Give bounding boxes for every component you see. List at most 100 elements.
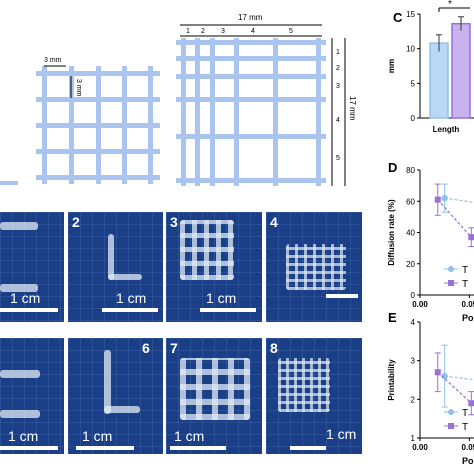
scale-label: 1 cm (10, 290, 41, 306)
c-xlabel: Length (433, 125, 460, 134)
d-legend-label: T (462, 279, 468, 290)
e-data-point (434, 369, 441, 376)
grid-strand-horizontal (176, 74, 326, 79)
e-legend-label: T (462, 422, 468, 433)
seg-v-2: 2 (336, 65, 340, 72)
print-strand (0, 222, 38, 230)
seg-h-1: 1 (186, 28, 190, 35)
d-series-line (444, 197, 474, 203)
grid-strand-vertical (210, 38, 215, 186)
e-legend-label: T (462, 408, 468, 419)
grid-strand-vertical (273, 38, 278, 186)
d-data-point (468, 234, 474, 241)
printed-grid (180, 220, 234, 280)
photo-8: 8 1 cm (266, 338, 362, 454)
e-legend-marker (448, 409, 454, 415)
grid-strand-horizontal (176, 97, 326, 102)
c-bar (451, 22, 471, 119)
e-x-tick-label: 0.00 (412, 443, 428, 452)
scale-bar (170, 446, 226, 450)
c-y-tick-label: 0 (411, 114, 416, 123)
d-x-tick-label: 0.00 (412, 300, 428, 309)
e-series-line (444, 375, 474, 381)
d-y-tick-label: 60 (406, 197, 415, 206)
large-grid-schematic (176, 38, 326, 186)
scale-bar (290, 446, 326, 450)
seg-v-5: 5 (336, 155, 340, 162)
d-data-point (434, 196, 441, 203)
photo-number: 2 (72, 214, 80, 230)
seg-h-3: 3 (221, 28, 225, 35)
scale-bar (102, 308, 158, 312)
grid-strand-horizontal (36, 71, 160, 76)
printed-grid (278, 358, 330, 412)
e-ylabel: Printability (387, 359, 396, 401)
photo-number: 3 (170, 214, 178, 230)
charts-column: 0 5 10 15 mm * Length 0 20 40 60 80 0.00 0.05 Diffusio… (387, 0, 474, 466)
photo-6: 6 1 cm (68, 338, 163, 454)
photo-number: 4 (270, 214, 278, 230)
small-dim-v-label: 3 mm (75, 79, 82, 97)
photo-number: 6 (142, 340, 150, 356)
big-dim-h-label: 17 mm (238, 13, 263, 22)
e-y-tick-label: 3 (411, 357, 416, 366)
scale-bar (0, 446, 58, 450)
grid-strand-horizontal (36, 149, 160, 154)
photo-1: 1 cm (0, 212, 64, 322)
scale-label: 1 cm (82, 428, 113, 444)
seg-v-3: 3 (336, 83, 340, 90)
e-y-tick-label: 4 (411, 318, 416, 327)
scale-label: 1 cm (8, 428, 39, 444)
grid-strand-horizontal (36, 97, 160, 102)
panel-letter-e: E (388, 310, 397, 325)
grid-strand-vertical (181, 38, 186, 186)
d-xlabel: Po (462, 313, 474, 323)
scale-label: 1 cm (174, 428, 205, 444)
grid-strand-horizontal (176, 134, 326, 139)
grid-strand-horizontal (36, 175, 160, 180)
print-strand (104, 406, 140, 413)
photo-5: 1 cm (0, 338, 64, 454)
print-strand (0, 284, 38, 292)
scale-label: 1 cm (326, 426, 357, 442)
photo-2: 2 1 cm (68, 212, 163, 322)
seg-h-5: 5 (289, 28, 293, 35)
print-strand (108, 234, 114, 280)
schematic-drawings: 3 mm 3 mm 17 mm 1 2 3 4 5 1 2 3 4 5 17 m… (0, 13, 357, 186)
e-y-tick-label: 1 (411, 434, 416, 443)
e-x-tick-label: 0.05 (462, 443, 474, 452)
photo-number: 8 (270, 340, 278, 356)
seg-v-1: 1 (336, 49, 340, 56)
c-ylabel: mm (387, 59, 396, 73)
scale-label: 1 cm (206, 290, 237, 306)
panel-letter-d: D (388, 160, 398, 175)
d-y-tick-label: 80 (406, 166, 415, 175)
e-data-point (468, 400, 474, 407)
grid-strand-horizontal (176, 178, 326, 183)
grid-strand-horizontal (176, 40, 326, 45)
e-legend-marker (448, 423, 454, 429)
d-legend-marker (448, 280, 454, 286)
grid-strand-vertical (316, 38, 321, 186)
d-x-tick-label: 0.05 (462, 300, 474, 309)
grid-strand-vertical (195, 38, 200, 186)
d-y-tick-label: 0 (411, 291, 416, 300)
e-y-tick-label: 2 (411, 395, 416, 404)
d-legend-label: T (462, 265, 468, 276)
print-strand (104, 350, 111, 414)
seg-h-4: 4 (251, 28, 255, 35)
panel-letter-c: C (393, 10, 403, 25)
scale-bar (0, 308, 58, 312)
small-dim-h-label: 3 mm (44, 57, 62, 64)
photo-number: 7 (170, 340, 178, 356)
grid-strand-vertical (234, 38, 239, 186)
grid-strand-horizontal (36, 123, 160, 128)
print-strand (0, 370, 40, 378)
big-dim-v-label: 17 mm (348, 96, 357, 121)
c-y-tick-label: 5 (411, 79, 416, 88)
photo-4: 4 (266, 212, 362, 322)
photo-3: 3 1 cm (166, 212, 262, 322)
print-strand (108, 274, 142, 280)
print-strand (0, 410, 40, 418)
small-grid-schematic (36, 66, 160, 184)
